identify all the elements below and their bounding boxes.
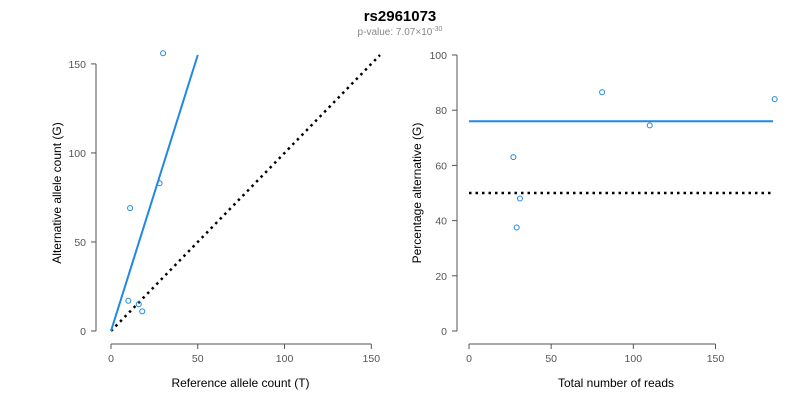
data-point <box>646 122 653 129</box>
data-point <box>139 308 146 315</box>
y-tick-label: 50 <box>74 237 86 249</box>
y-tick-label: 40 <box>435 216 447 228</box>
data-point <box>513 224 520 231</box>
chart-title: rs2961073 <box>364 8 437 25</box>
x-axis-label: Reference allele count (T) <box>171 376 309 390</box>
left-scatter-panel: 0 50 100 150 0 50 100 150 Reference allele count… <box>50 50 381 390</box>
data-point <box>516 195 523 202</box>
y-tick-label: 60 <box>435 160 447 172</box>
data-point <box>127 205 134 212</box>
reference-line <box>110 54 381 332</box>
x-tick-label: 150 <box>707 353 725 365</box>
x-tick-label: 0 <box>466 353 472 365</box>
fit-line <box>110 54 199 332</box>
p-value-exponent: -30 <box>432 26 442 33</box>
p-value-text: p-value: 7.07×10 <box>358 27 433 38</box>
data-point <box>135 301 142 308</box>
x-axis-label: Total number of reads <box>558 376 674 390</box>
data-point <box>156 180 163 187</box>
x-tick-label: 50 <box>545 353 557 365</box>
y-axis-label: Alternative allele count (G) <box>50 122 64 263</box>
y-tick-label: 20 <box>435 271 447 283</box>
y-tick-label: 100 <box>68 148 86 160</box>
data-point <box>599 89 606 96</box>
y-axis-label: Percentage alternative (G) <box>410 123 424 264</box>
y-tick-label: 0 <box>80 326 86 338</box>
x-tick-label: 150 <box>363 353 381 365</box>
chart-subtitle: p-value: 7.07×10-30 <box>358 26 443 38</box>
data-point <box>125 297 132 304</box>
x-tick-label: 0 <box>108 353 114 365</box>
data-point <box>771 96 778 103</box>
x-tick-label: 50 <box>192 353 204 365</box>
data-point <box>160 50 167 57</box>
y-tick-label: 100 <box>429 50 447 62</box>
y-tick-label: 150 <box>68 59 86 71</box>
x-tick-label: 100 <box>276 353 294 365</box>
data-point <box>510 154 517 161</box>
x-tick-label: 100 <box>625 353 643 365</box>
y-tick-label: 0 <box>441 326 447 338</box>
right-scatter-panel: 0 50 100 150 0 20 40 60 80 100 Total number of rea… <box>410 50 778 390</box>
y-tick-label: 80 <box>435 105 447 117</box>
